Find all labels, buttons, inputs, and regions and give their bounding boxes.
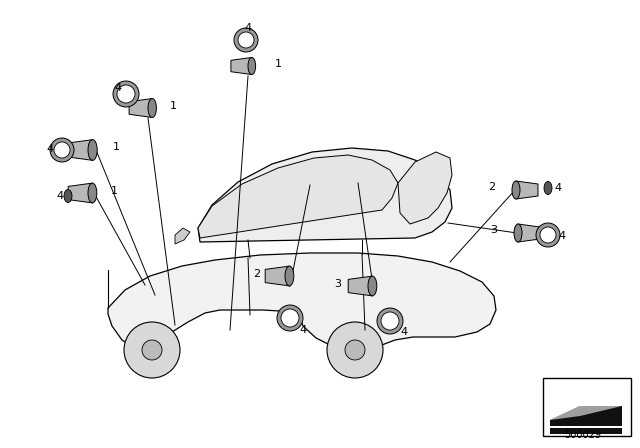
Ellipse shape xyxy=(248,57,255,74)
Circle shape xyxy=(536,223,560,247)
Circle shape xyxy=(117,85,135,103)
Text: 500029: 500029 xyxy=(564,430,602,440)
FancyBboxPatch shape xyxy=(543,378,631,436)
Polygon shape xyxy=(67,140,93,160)
Text: 4: 4 xyxy=(300,325,307,335)
Text: 2: 2 xyxy=(488,182,495,192)
Polygon shape xyxy=(550,406,622,420)
Text: 1: 1 xyxy=(170,101,177,111)
Circle shape xyxy=(381,312,399,330)
Circle shape xyxy=(281,309,299,327)
Circle shape xyxy=(277,305,303,331)
Text: 3: 3 xyxy=(335,279,342,289)
Text: 4: 4 xyxy=(559,231,566,241)
Circle shape xyxy=(234,28,258,52)
Polygon shape xyxy=(265,266,289,286)
Ellipse shape xyxy=(512,181,520,199)
Text: 4: 4 xyxy=(56,191,63,201)
Circle shape xyxy=(345,340,365,360)
Polygon shape xyxy=(108,253,496,350)
Circle shape xyxy=(238,32,254,48)
Ellipse shape xyxy=(544,181,552,194)
Text: 1: 1 xyxy=(111,186,118,196)
Ellipse shape xyxy=(148,99,156,117)
Text: 4: 4 xyxy=(554,183,561,193)
Circle shape xyxy=(113,81,139,107)
Circle shape xyxy=(327,322,383,378)
Circle shape xyxy=(142,340,162,360)
Text: 1: 1 xyxy=(275,59,282,69)
Text: 4: 4 xyxy=(115,83,122,93)
Ellipse shape xyxy=(368,276,377,296)
Polygon shape xyxy=(231,57,252,74)
Text: 2: 2 xyxy=(253,269,260,279)
Polygon shape xyxy=(129,99,152,117)
Text: 4: 4 xyxy=(244,23,252,33)
Polygon shape xyxy=(68,183,92,203)
Ellipse shape xyxy=(285,266,294,286)
Text: 4: 4 xyxy=(401,327,408,337)
Polygon shape xyxy=(516,181,538,199)
Ellipse shape xyxy=(88,183,97,203)
Polygon shape xyxy=(398,152,452,224)
Polygon shape xyxy=(550,428,622,434)
Circle shape xyxy=(124,322,180,378)
Circle shape xyxy=(540,227,556,243)
Polygon shape xyxy=(198,148,452,242)
Text: 1: 1 xyxy=(113,142,120,152)
Polygon shape xyxy=(198,155,398,238)
Polygon shape xyxy=(550,406,622,426)
Ellipse shape xyxy=(88,140,97,160)
Circle shape xyxy=(50,138,74,162)
Polygon shape xyxy=(348,276,372,296)
Circle shape xyxy=(54,142,70,158)
Ellipse shape xyxy=(514,224,522,242)
Text: 3: 3 xyxy=(490,225,497,235)
Circle shape xyxy=(377,308,403,334)
Polygon shape xyxy=(518,224,540,242)
Ellipse shape xyxy=(64,190,72,202)
Text: 4: 4 xyxy=(47,144,54,154)
Polygon shape xyxy=(175,228,190,244)
